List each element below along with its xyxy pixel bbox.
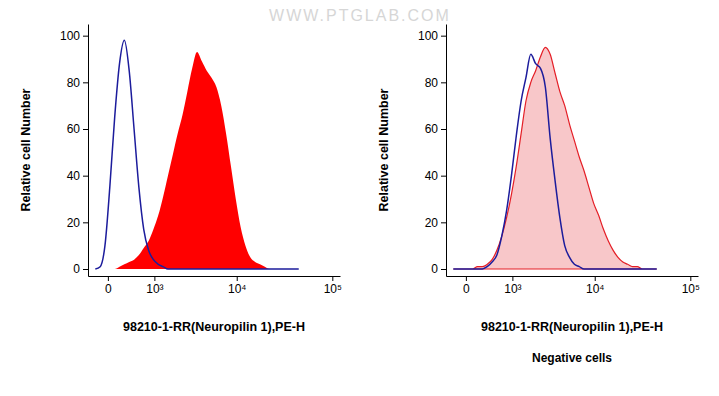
caption: Negative cells bbox=[532, 351, 612, 365]
y-axis-title: Relative cell Number bbox=[19, 88, 33, 211]
y-axis: 0 20 40 60 80 100 bbox=[60, 25, 89, 277]
y-tick-mark bbox=[83, 176, 88, 177]
x-tick-mark bbox=[108, 276, 109, 281]
y-tick-label: 20 bbox=[67, 216, 81, 230]
y-tick-label: 80 bbox=[67, 76, 81, 90]
x-tick-label: 10⁴ bbox=[586, 282, 605, 296]
x-tick: 0 bbox=[105, 276, 112, 296]
y-tick-mark bbox=[441, 176, 446, 177]
y-tick-mark bbox=[83, 36, 88, 37]
y-tick: 20 bbox=[425, 216, 446, 230]
x-tick: 10³ bbox=[504, 276, 521, 296]
x-axis-title: 98210-1-RR(Neuropilin 1),PE-H bbox=[481, 320, 663, 334]
y-tick: 100 bbox=[418, 29, 446, 43]
x-tick-label: 10⁵ bbox=[682, 282, 700, 296]
y-tick: 80 bbox=[67, 76, 88, 90]
x-tick-mark bbox=[690, 276, 691, 281]
x-tick: 10⁴ bbox=[228, 276, 247, 296]
histogram-area bbox=[453, 47, 656, 269]
y-tick-mark bbox=[441, 36, 446, 37]
y-tick-label: 40 bbox=[67, 169, 81, 183]
y-tick: 0 bbox=[431, 262, 446, 276]
y-tick-label: 100 bbox=[60, 29, 80, 43]
x-tick-mark bbox=[466, 276, 467, 281]
panel: 0 10³ 10⁴ 10⁵ 0 20 40 60 80 100 98210-1-RR(Neuropi… bbox=[19, 25, 342, 335]
x-tick: 10⁵ bbox=[324, 276, 342, 296]
x-tick: 10⁵ bbox=[682, 276, 700, 296]
histogram-line bbox=[95, 40, 298, 269]
y-tick-mark bbox=[83, 129, 88, 130]
y-tick-label: 60 bbox=[67, 122, 81, 136]
x-tick-mark bbox=[512, 276, 513, 281]
y-tick-label: 40 bbox=[425, 169, 439, 183]
y-tick: 80 bbox=[425, 76, 446, 90]
x-tick-mark bbox=[154, 276, 155, 281]
y-tick-mark bbox=[441, 82, 446, 83]
x-axis-title: 98210-1-RR(Neuropilin 1),PE-H bbox=[123, 320, 305, 334]
y-tick-label: 100 bbox=[418, 29, 438, 43]
y-axis: 0 20 40 60 80 100 bbox=[418, 25, 447, 277]
x-axis: 0 10³ 10⁴ 10⁵ bbox=[89, 276, 343, 296]
x-tick-mark bbox=[595, 276, 596, 281]
x-tick-mark bbox=[237, 276, 238, 281]
y-axis-title: Relative cell Number bbox=[377, 88, 391, 211]
x-tick-label: 0 bbox=[463, 282, 470, 296]
y-tick: 40 bbox=[425, 169, 446, 183]
x-axis: 0 10³ 10⁴ 10⁵ bbox=[447, 276, 701, 296]
histogram-line bbox=[453, 54, 656, 269]
x-tick: 0 bbox=[463, 276, 470, 296]
y-tick-label: 20 bbox=[425, 216, 439, 230]
y-tick-label: 0 bbox=[431, 262, 438, 276]
y-tick-label: 0 bbox=[73, 262, 80, 276]
y-tick: 20 bbox=[67, 216, 88, 230]
y-tick: 60 bbox=[425, 122, 446, 136]
x-tick: 10³ bbox=[146, 276, 163, 296]
y-tick: 60 bbox=[67, 122, 88, 136]
plot-area bbox=[453, 47, 656, 269]
y-tick: 100 bbox=[60, 29, 88, 43]
x-tick-label: 10⁵ bbox=[324, 282, 342, 296]
y-tick-mark bbox=[441, 129, 446, 130]
y-tick-mark bbox=[83, 222, 88, 223]
histogram-area bbox=[95, 52, 298, 269]
panel: 0 10³ 10⁴ 10⁵ 0 20 40 60 80 100 98210-1-RR(Neuropi… bbox=[377, 25, 700, 366]
y-tick-mark bbox=[441, 269, 446, 270]
x-tick-label: 0 bbox=[105, 282, 112, 296]
y-tick-mark bbox=[441, 222, 446, 223]
plot-area bbox=[95, 40, 298, 269]
x-tick: 10⁴ bbox=[586, 276, 605, 296]
x-tick-label: 10³ bbox=[504, 282, 521, 296]
y-tick-label: 60 bbox=[425, 122, 439, 136]
x-tick-label: 10⁴ bbox=[228, 282, 247, 296]
y-tick-mark bbox=[83, 82, 88, 83]
x-tick-label: 10³ bbox=[146, 282, 163, 296]
chart-root: WWW.PTGLAB.COM 0 10³ 10⁴ 10⁵ 0 20 40 60 80 100 9821… bbox=[0, 0, 719, 396]
x-tick-mark bbox=[332, 276, 333, 281]
y-tick: 0 bbox=[73, 262, 88, 276]
y-axis-line bbox=[88, 25, 89, 277]
x-axis-line bbox=[89, 276, 341, 277]
x-axis-line bbox=[447, 276, 699, 277]
y-tick: 40 bbox=[67, 169, 88, 183]
y-tick-mark bbox=[83, 269, 88, 270]
y-tick-label: 80 bbox=[425, 76, 439, 90]
y-axis-line bbox=[446, 25, 447, 277]
watermark: WWW.PTGLAB.COM bbox=[269, 7, 451, 24]
